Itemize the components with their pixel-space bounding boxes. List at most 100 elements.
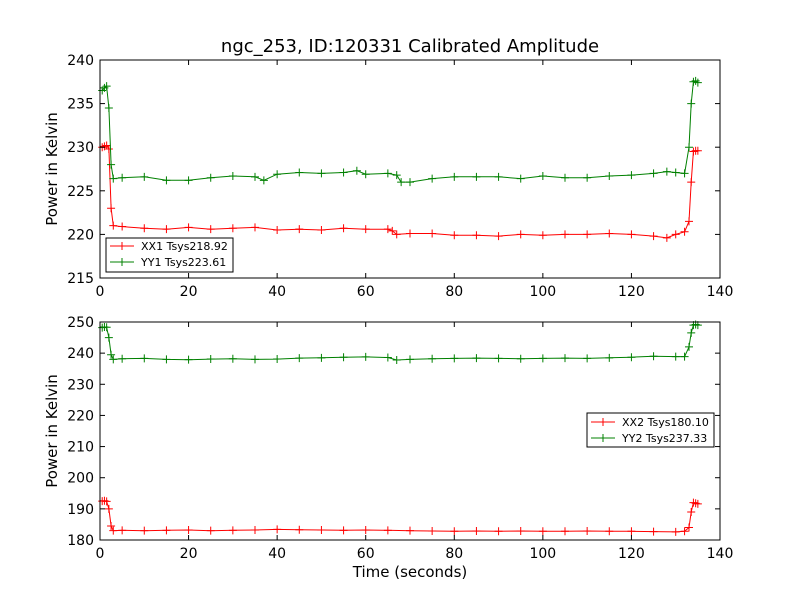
top-series-1-point-11 bbox=[228, 171, 237, 180]
bottom-series-1-point-6 bbox=[118, 354, 127, 363]
top-y-tick-label: 235 bbox=[67, 97, 94, 113]
bottom-series-0-point-27 bbox=[583, 526, 592, 535]
bottom-series-1-point-27 bbox=[561, 354, 569, 363]
bottom-series-1-point-22 bbox=[450, 354, 459, 363]
top-plot-legend: XX1 Tsys218.92 YY1 Tsys223.61 bbox=[105, 237, 234, 273]
top-series-1-point-20 bbox=[383, 169, 392, 178]
top-y-tick-label: 230 bbox=[67, 140, 94, 156]
top-series-1-point-42 bbox=[693, 78, 702, 87]
bottom-series-0-point-20 bbox=[428, 526, 437, 535]
top-series-0-point-34 bbox=[671, 230, 680, 239]
bottom-series-1-point-15 bbox=[317, 353, 326, 362]
bottom-series-0-point-19 bbox=[406, 526, 414, 535]
bottom-series-0-point-30 bbox=[649, 527, 658, 536]
bottom-series-0-point-32 bbox=[680, 527, 689, 536]
bottom-plot: 0 20 40 60 80 100 120 140 180 190 200 210 220 230 240 2… bbox=[43, 315, 733, 581]
top-series-0-point-3 bbox=[104, 144, 113, 153]
bottom-series-0-point-23 bbox=[494, 527, 503, 536]
bottom-series-0-point-2 bbox=[102, 497, 111, 506]
bottom-series-0-point-17 bbox=[361, 526, 370, 535]
bottom-y-tick-label: 220 bbox=[67, 408, 94, 424]
top-series-0-point-6 bbox=[118, 222, 127, 231]
top-x-tick-label: 60 bbox=[357, 284, 375, 300]
top-series-0-point-24 bbox=[472, 231, 481, 240]
top-series-1-point-24 bbox=[428, 174, 437, 183]
top-x-tick-label: 40 bbox=[268, 284, 286, 300]
top-series-1-point-8 bbox=[162, 176, 171, 185]
bottom-series-0-point-37 bbox=[693, 499, 702, 508]
top-series-1-point-12 bbox=[251, 172, 259, 181]
top-x-tick-label: 80 bbox=[445, 284, 463, 300]
bottom-x-tick-label: 40 bbox=[268, 546, 286, 562]
top-series-0-point-25 bbox=[494, 232, 503, 241]
bottom-series-0-point-11 bbox=[228, 526, 237, 535]
top-series-0-point-21 bbox=[406, 229, 414, 238]
bottom-plot-legend-box bbox=[586, 412, 715, 448]
top-plot-tick-labels: 0 20 40 60 80 100 120 140 215 220 225 230 235 240 bbox=[67, 53, 733, 300]
top-y-tick-label: 225 bbox=[67, 184, 94, 200]
top-series-1-point-9 bbox=[184, 176, 193, 185]
bottom-y-tick-label: 180 bbox=[67, 533, 94, 549]
top-series-1-point-22 bbox=[397, 178, 406, 187]
bottom-series-0-point-25 bbox=[538, 527, 547, 536]
top-series-1-point-16 bbox=[317, 169, 326, 178]
top-x-tick-label: 0 bbox=[96, 284, 105, 300]
bottom-legend-marker-xx2 bbox=[599, 418, 607, 426]
bottom-legend-label-yy2: YY2 Tsys237.33 bbox=[621, 432, 707, 445]
top-series-0-point-20 bbox=[392, 230, 401, 239]
bottom-y-tick-label: 200 bbox=[67, 471, 94, 487]
top-series-1-point-29 bbox=[538, 171, 547, 180]
top-x-tick-label: 140 bbox=[707, 284, 734, 300]
bottom-series-1-point-24 bbox=[494, 354, 503, 363]
top-legend-label-yy1: YY1 Tsys223.61 bbox=[140, 256, 226, 269]
bottom-legend-marker-yy2 bbox=[599, 434, 607, 442]
bottom-series-1-point-4 bbox=[107, 350, 116, 359]
top-series-1-point-19 bbox=[361, 170, 370, 179]
bottom-y-tick-label: 230 bbox=[67, 377, 94, 393]
top-series-0-point-37 bbox=[687, 178, 696, 187]
top-series-0-point-13 bbox=[273, 226, 282, 235]
bottom-series-1-point-14 bbox=[295, 354, 304, 363]
top-series-1-point-3 bbox=[104, 103, 113, 112]
bottom-series-0-point-6 bbox=[118, 526, 127, 535]
bottom-plot-x-axis-label: Time (seconds) bbox=[352, 563, 468, 581]
top-series-1-point-39 bbox=[687, 99, 696, 108]
bottom-series-0-point-21 bbox=[450, 527, 459, 536]
top-series-1-point-28 bbox=[516, 174, 525, 183]
bottom-series-1-point-28 bbox=[583, 354, 592, 363]
bottom-series-0-point-28 bbox=[605, 527, 614, 536]
bottom-series-1-point-18 bbox=[383, 353, 392, 362]
bottom-plot-ticks bbox=[99, 321, 721, 541]
top-series-1-point-38 bbox=[685, 143, 693, 152]
top-series-1-point-21 bbox=[392, 171, 401, 180]
top-series-0-point-9 bbox=[184, 223, 193, 232]
top-series-0-point-4 bbox=[107, 204, 116, 213]
bottom-series-1-point-16 bbox=[339, 353, 348, 362]
bottom-series-0-point-8 bbox=[162, 526, 171, 535]
bottom-y-tick-label: 190 bbox=[67, 502, 94, 518]
chart-title: ngc_253, ID:120331 Calibrated Amplitude bbox=[221, 36, 599, 57]
top-series-1-point-4 bbox=[107, 160, 116, 169]
bottom-series-0-point-13 bbox=[273, 525, 282, 534]
bottom-series-0-point-3 bbox=[104, 504, 113, 513]
top-series-0-point-40 bbox=[693, 146, 702, 155]
top-plot-ticks bbox=[99, 59, 721, 279]
bottom-plot-frame bbox=[99, 321, 721, 541]
top-series-1-point-25 bbox=[450, 172, 459, 181]
top-series-1-point-26 bbox=[472, 172, 481, 181]
top-series-1-point-34 bbox=[649, 169, 658, 178]
bottom-series-1-point-10 bbox=[206, 355, 215, 364]
bottom-series-1-point-8 bbox=[162, 355, 171, 364]
top-series-0-point-31 bbox=[627, 230, 636, 239]
top-series-1-point-15 bbox=[295, 168, 304, 177]
bottom-series-1-point-3 bbox=[104, 333, 113, 342]
top-series-0-point-32 bbox=[649, 232, 658, 241]
top-series-0-point-23 bbox=[450, 231, 459, 240]
top-series-1-point-10 bbox=[206, 173, 215, 182]
top-series-0-point-22 bbox=[428, 229, 437, 238]
bottom-series-1-point-30 bbox=[627, 353, 636, 362]
bottom-series-0-point-33 bbox=[685, 523, 693, 532]
bottom-series-1-point-12 bbox=[251, 355, 259, 364]
bottom-series-0-point-16 bbox=[339, 526, 348, 535]
top-series-1-point-31 bbox=[583, 173, 592, 182]
